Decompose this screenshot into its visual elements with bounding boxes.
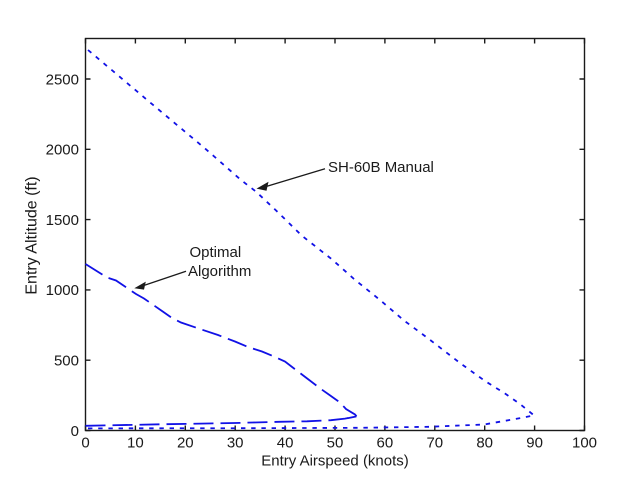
svg-text:2500: 2500 — [46, 71, 79, 88]
svg-text:40: 40 — [277, 434, 294, 451]
svg-text:50: 50 — [327, 434, 344, 451]
svg-text:2000: 2000 — [46, 142, 79, 159]
svg-text:90: 90 — [526, 434, 543, 451]
svg-text:70: 70 — [426, 434, 443, 451]
svg-text:20: 20 — [177, 434, 194, 451]
svg-text:80: 80 — [476, 434, 493, 451]
svg-text:1000: 1000 — [46, 282, 79, 299]
svg-text:10: 10 — [127, 434, 144, 451]
svg-text:100: 100 — [572, 434, 597, 451]
svg-text:0: 0 — [71, 423, 79, 440]
svg-text:Entry Airspeed (knots): Entry Airspeed (knots) — [261, 453, 409, 470]
svg-text:1500: 1500 — [46, 212, 79, 229]
svg-text:60: 60 — [377, 434, 394, 451]
svg-text:Optimal: Optimal — [190, 244, 242, 261]
svg-text:0: 0 — [81, 434, 89, 451]
svg-text:30: 30 — [227, 434, 244, 451]
svg-text:Entry Altitude (ft): Entry Altitude (ft) — [24, 176, 41, 294]
svg-text:SH-60B Manual: SH-60B Manual — [328, 159, 434, 176]
svg-text:500: 500 — [54, 353, 79, 370]
svg-text:Algorithm: Algorithm — [188, 263, 251, 280]
